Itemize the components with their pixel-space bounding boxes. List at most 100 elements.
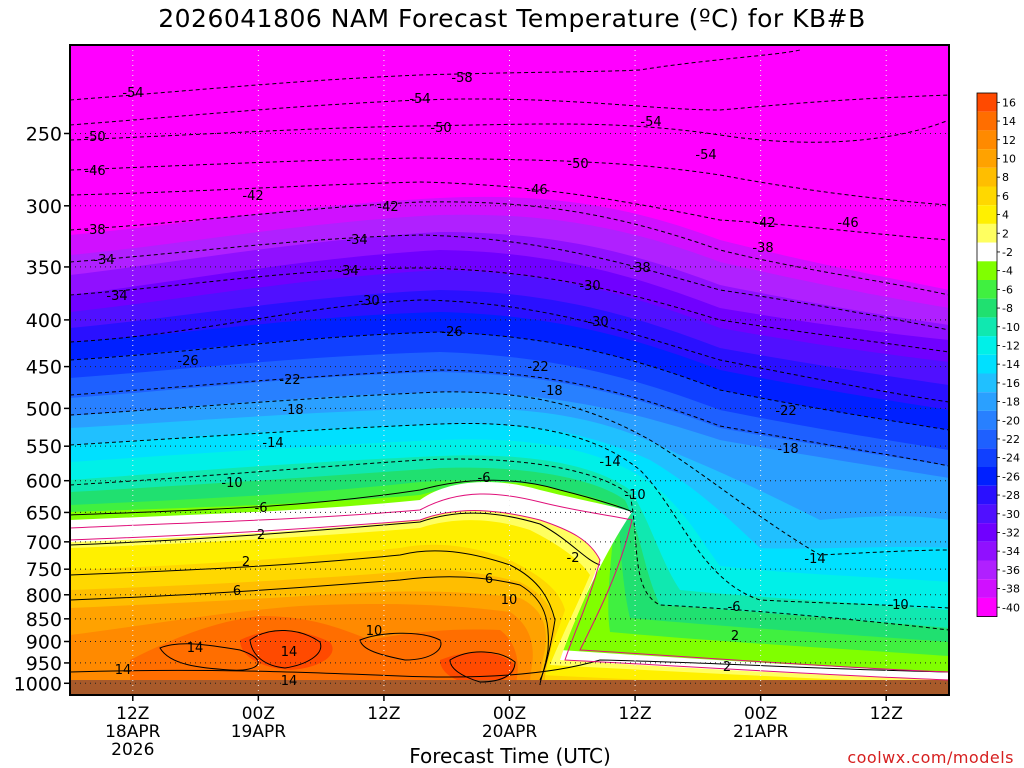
x-tick-label: 21APR xyxy=(733,722,789,742)
colorbar-swatch xyxy=(977,560,997,580)
contour-value-label: -42 xyxy=(242,189,263,204)
colorbar-label: -38 xyxy=(1002,583,1020,596)
contour-value-label: -34 xyxy=(337,264,358,279)
colorbar-label: 2 xyxy=(1002,227,1009,240)
colorbar-swatch xyxy=(977,467,997,486)
y-tick-label: 250 xyxy=(26,123,62,145)
contour-value-label: -14 xyxy=(804,552,825,567)
contour-value-label: -18 xyxy=(777,442,798,457)
colorbar-label: 14 xyxy=(1002,115,1016,128)
contour-value-label: 2 xyxy=(731,629,739,644)
colorbar-label: -36 xyxy=(1002,564,1020,577)
colorbar-label: -34 xyxy=(1002,545,1020,558)
contour-value-label: 2 xyxy=(242,555,250,570)
contour-value-label: -50 xyxy=(567,157,588,172)
colorbar-label: 8 xyxy=(1002,171,1009,184)
contour-labels: -58-54 -54-54-54-50-50-50-46-46-46-42-42-… xyxy=(84,71,908,689)
y-tick-label: 600 xyxy=(26,471,62,493)
x-tick-label: 00Z xyxy=(242,704,275,724)
contour-value-label: 2 xyxy=(257,528,265,543)
contour-value-label: 14 xyxy=(187,641,204,656)
x-tick-label: 2026 xyxy=(111,740,154,760)
contour-value-label: -10 xyxy=(624,488,645,503)
colorbar-swatch xyxy=(977,149,997,168)
colorbar-swatch xyxy=(977,597,997,617)
colorbar-swatch xyxy=(977,186,997,206)
contour-value-label: -18 xyxy=(282,403,303,418)
contour-value-label: -30 xyxy=(587,315,608,330)
colorbar-swatch xyxy=(977,523,997,542)
y-axis-tick-labels: 2503003504004505005506006507007508008509… xyxy=(14,123,70,695)
colorbar-frame xyxy=(976,92,998,617)
contour-value-label: -46 xyxy=(526,183,547,198)
contour-value-label: -54 xyxy=(122,86,143,101)
colorbar-swatch xyxy=(977,93,997,112)
colorbar-swatch xyxy=(977,336,997,355)
colorbar-swatch xyxy=(977,579,997,598)
colorbar-label: -20 xyxy=(1002,414,1020,427)
x-tick-label: 19APR xyxy=(231,722,287,742)
colorbar-label: -6 xyxy=(1002,283,1013,296)
colorbar-swatch xyxy=(977,392,997,411)
x-tick-label: 18APR xyxy=(105,722,161,742)
contour-value-label: -42 xyxy=(377,200,398,215)
colorbar-swatch xyxy=(977,317,997,337)
colorbar-swatch xyxy=(977,373,997,393)
x-tick-label: 12Z xyxy=(870,704,903,724)
y-tick-label: 700 xyxy=(26,532,62,554)
colorbar-swatch xyxy=(977,223,997,243)
colorbar-swatch xyxy=(977,541,997,561)
colorbar-swatch xyxy=(977,242,997,262)
contour-value-label: -38 xyxy=(629,261,650,276)
colorbar-label: -24 xyxy=(1002,452,1020,465)
contour-value-label: -46 xyxy=(837,216,858,231)
colorbar-swatch xyxy=(977,429,997,449)
contour-value-label: -34 xyxy=(346,233,367,248)
contour-value-label: 14 xyxy=(281,645,298,660)
colorbar-label: -32 xyxy=(1002,526,1020,539)
x-tick-label: 12Z xyxy=(116,704,149,724)
colorbar: 16 14 12 10 8 6 4 2 -2 -4 -6 -8 -10 -12 -14 -16 -18 -20 -2… xyxy=(976,92,1020,617)
colorbar-label: -10 xyxy=(1002,321,1020,334)
contour-value-label: -10 xyxy=(221,476,242,491)
contour-value-label: -50 xyxy=(84,130,105,145)
colorbar-swatch xyxy=(977,298,997,318)
colorbar-label: -8 xyxy=(1002,302,1013,315)
colorbar-label: -2 xyxy=(1002,246,1013,259)
contour-value-label: -2 xyxy=(567,551,580,566)
x-tick-label: 00Z xyxy=(493,704,526,724)
contour-value-label: -22 xyxy=(775,404,796,419)
colorbar-label: -12 xyxy=(1002,339,1020,352)
colorbar-label: -4 xyxy=(1002,265,1013,278)
colorbar-swatch xyxy=(977,280,997,299)
contour-value-label: 6 xyxy=(485,572,493,587)
y-tick-label: 800 xyxy=(26,585,62,607)
colorbar-label: -14 xyxy=(1002,358,1020,371)
y-tick-label: 400 xyxy=(26,310,62,332)
y-tick-label: 450 xyxy=(26,357,62,379)
contour-value-label: -50 xyxy=(430,121,451,136)
y-tick-label: 300 xyxy=(26,196,62,218)
y-tick-label: 900 xyxy=(26,631,62,653)
colorbar-swatch xyxy=(977,111,997,131)
contour-value-label: 10 xyxy=(366,624,383,639)
contour-value-label: -46 xyxy=(84,164,105,179)
contour-value-label: -34 xyxy=(93,253,114,268)
x-axis-label: Forecast Time (UTC) xyxy=(409,744,611,768)
contour-value-label: -54 xyxy=(695,148,716,163)
colorbar-label: 12 xyxy=(1002,134,1016,147)
contour-value-label: -14 xyxy=(599,455,620,470)
colorbar-label: -18 xyxy=(1002,396,1020,409)
contour-value-label: -30 xyxy=(579,279,600,294)
contour-value-label: -38 xyxy=(84,223,105,238)
contour-value-label: -10 xyxy=(887,598,908,613)
colorbar-label: -22 xyxy=(1002,433,1020,446)
y-tick-label: 950 xyxy=(26,653,62,675)
colorbar-swatch xyxy=(977,167,997,187)
colorbar-swatch xyxy=(977,485,997,505)
chart-title: 2026041806 NAM Forecast Temperature (ºC)… xyxy=(158,4,866,33)
y-tick-label: 350 xyxy=(26,257,62,279)
colorbar-label: 10 xyxy=(1002,152,1016,165)
y-tick-label: 650 xyxy=(26,502,62,524)
